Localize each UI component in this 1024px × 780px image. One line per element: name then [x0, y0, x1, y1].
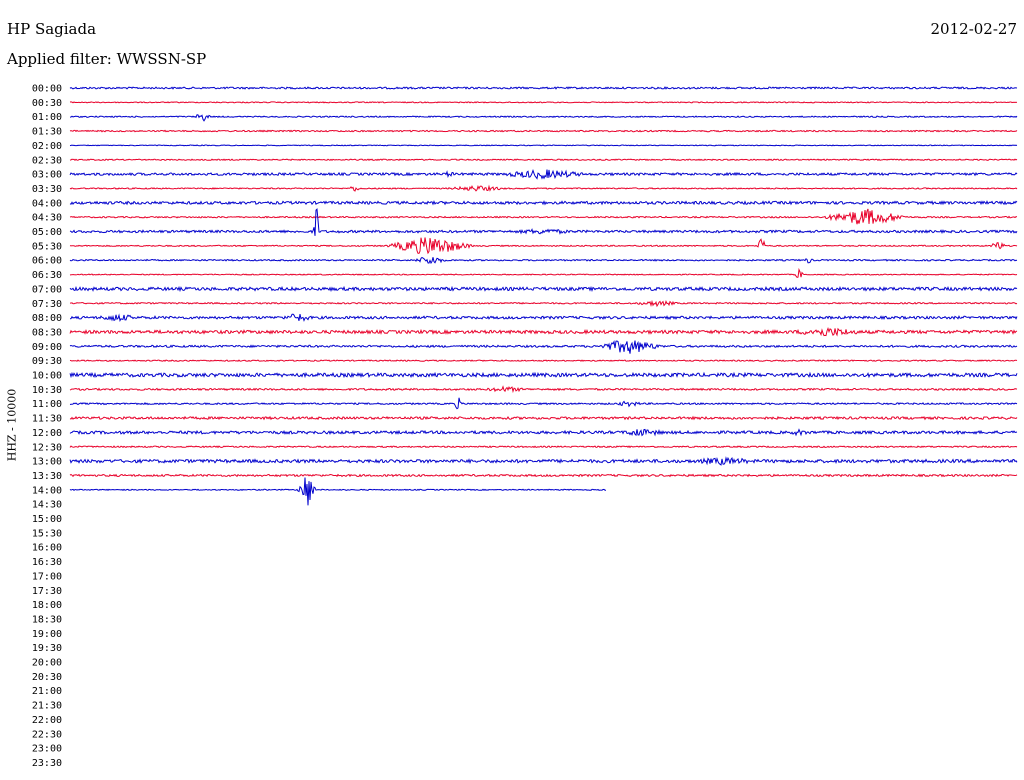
- time-tick-label: 19:30: [32, 643, 62, 654]
- time-tick-label: 16:00: [32, 543, 62, 554]
- time-tick-label: 22:00: [32, 715, 62, 726]
- time-tick-label: 18:30: [32, 614, 62, 625]
- trace-row-0400: [69, 200, 1018, 206]
- trace-row-0200: [69, 144, 1018, 147]
- time-tick-label: 12:30: [32, 442, 62, 453]
- time-tick-label: 08:30: [32, 327, 62, 338]
- time-tick-label: 04:00: [32, 198, 62, 209]
- time-tick-label: 00:30: [32, 98, 62, 109]
- time-tick-label: 04:30: [32, 213, 62, 224]
- time-tick-label: 22:30: [32, 729, 62, 740]
- time-tick-label: 08:00: [32, 313, 62, 324]
- trace-row-0000: [69, 86, 1018, 90]
- trace-row-0730: [69, 299, 1018, 308]
- time-tick-label: 23:30: [32, 758, 62, 769]
- trace-row-0300: [69, 168, 1018, 180]
- trace-row-0830: [69, 327, 1018, 337]
- time-tick-label: 17:30: [32, 586, 62, 597]
- time-tick-label: 03:30: [32, 184, 62, 195]
- time-tick-label: 13:00: [32, 457, 62, 468]
- trace-row-1100: [69, 397, 1018, 410]
- time-tick-label: 03:00: [32, 170, 62, 181]
- trace-row-0030: [69, 101, 1018, 104]
- time-tick-label: 05:30: [32, 241, 62, 252]
- trace-row-0900: [69, 339, 1018, 354]
- time-tick-label: 10:00: [32, 371, 62, 382]
- time-tick-label: 14:30: [32, 500, 62, 511]
- time-tick-label: 11:00: [32, 399, 62, 410]
- trace-row-0230: [69, 158, 1018, 162]
- time-tick-label: 07:00: [32, 284, 62, 295]
- trace-row-1200: [69, 428, 1018, 437]
- trace-row-0630: [69, 267, 1018, 278]
- time-tick-label: 20:00: [32, 658, 62, 669]
- time-tick-label: 18:00: [32, 600, 62, 611]
- trace-row-0930: [69, 359, 1018, 362]
- time-tick-label: 11:30: [32, 414, 62, 425]
- time-tick-label: 07:30: [32, 299, 62, 310]
- time-tick-label: 23:00: [32, 744, 62, 755]
- trace-row-1230: [69, 445, 1018, 449]
- time-tick-label: 16:30: [32, 557, 62, 568]
- trace-row-0130: [69, 129, 1018, 133]
- trace-row-1000: [69, 371, 1018, 379]
- trace-row-0330: [69, 184, 1018, 192]
- time-tick-label: 13:30: [32, 471, 62, 482]
- trace-row-0100: [69, 114, 1018, 122]
- trace-row-0700: [69, 285, 1018, 293]
- recording-date: 2012-02-27: [930, 20, 1017, 38]
- trace-row-1300: [69, 456, 1018, 466]
- time-tick-label: 14:00: [32, 485, 62, 496]
- time-tick-label: 06:30: [32, 270, 62, 281]
- time-tick-label: 09:30: [32, 356, 62, 367]
- trace-row-1330: [69, 473, 1018, 478]
- trace-row-1130: [69, 415, 1018, 421]
- time-tick-label: 01:00: [32, 112, 62, 123]
- trace-row-0800: [69, 313, 1018, 323]
- time-tick-label: 09:00: [32, 342, 62, 353]
- time-tick-label: 19:00: [32, 629, 62, 640]
- time-tick-label: 15:30: [32, 528, 62, 539]
- time-tick-label: 12:00: [32, 428, 62, 439]
- trace-row-1400: [69, 477, 606, 506]
- time-tick-label: 20:30: [32, 672, 62, 683]
- seismic-traces: [69, 86, 1018, 506]
- time-tick-label: 21:00: [32, 686, 62, 697]
- time-tick-label: 10:30: [32, 385, 62, 396]
- time-tick-label: 21:30: [32, 701, 62, 712]
- trace-row-0600: [69, 256, 1018, 265]
- station-name: HP Sagiada: [7, 20, 97, 38]
- trace-row-0430: [69, 208, 1018, 225]
- time-tick-label: 05:00: [32, 227, 62, 238]
- time-tick-label: 01:30: [32, 127, 62, 138]
- time-tick-label: 17:00: [32, 571, 62, 582]
- time-tick-label: 06:00: [32, 256, 62, 267]
- time-tick-label: 15:00: [32, 514, 62, 525]
- trace-row-1030: [69, 385, 1018, 394]
- applied-filter-label: Applied filter: WWSSN-SP: [7, 50, 207, 68]
- trace-row-0530: [69, 237, 1018, 255]
- time-tick-label: 02:30: [32, 155, 62, 166]
- trace-row-0500: [69, 208, 1018, 236]
- time-tick-labels: 00:00 00:30 01:00 01:30 02:00 02:30 03:00 03:30…: [32, 84, 62, 769]
- time-tick-label: 00:00: [32, 84, 62, 95]
- time-tick-label: 02:00: [32, 141, 62, 152]
